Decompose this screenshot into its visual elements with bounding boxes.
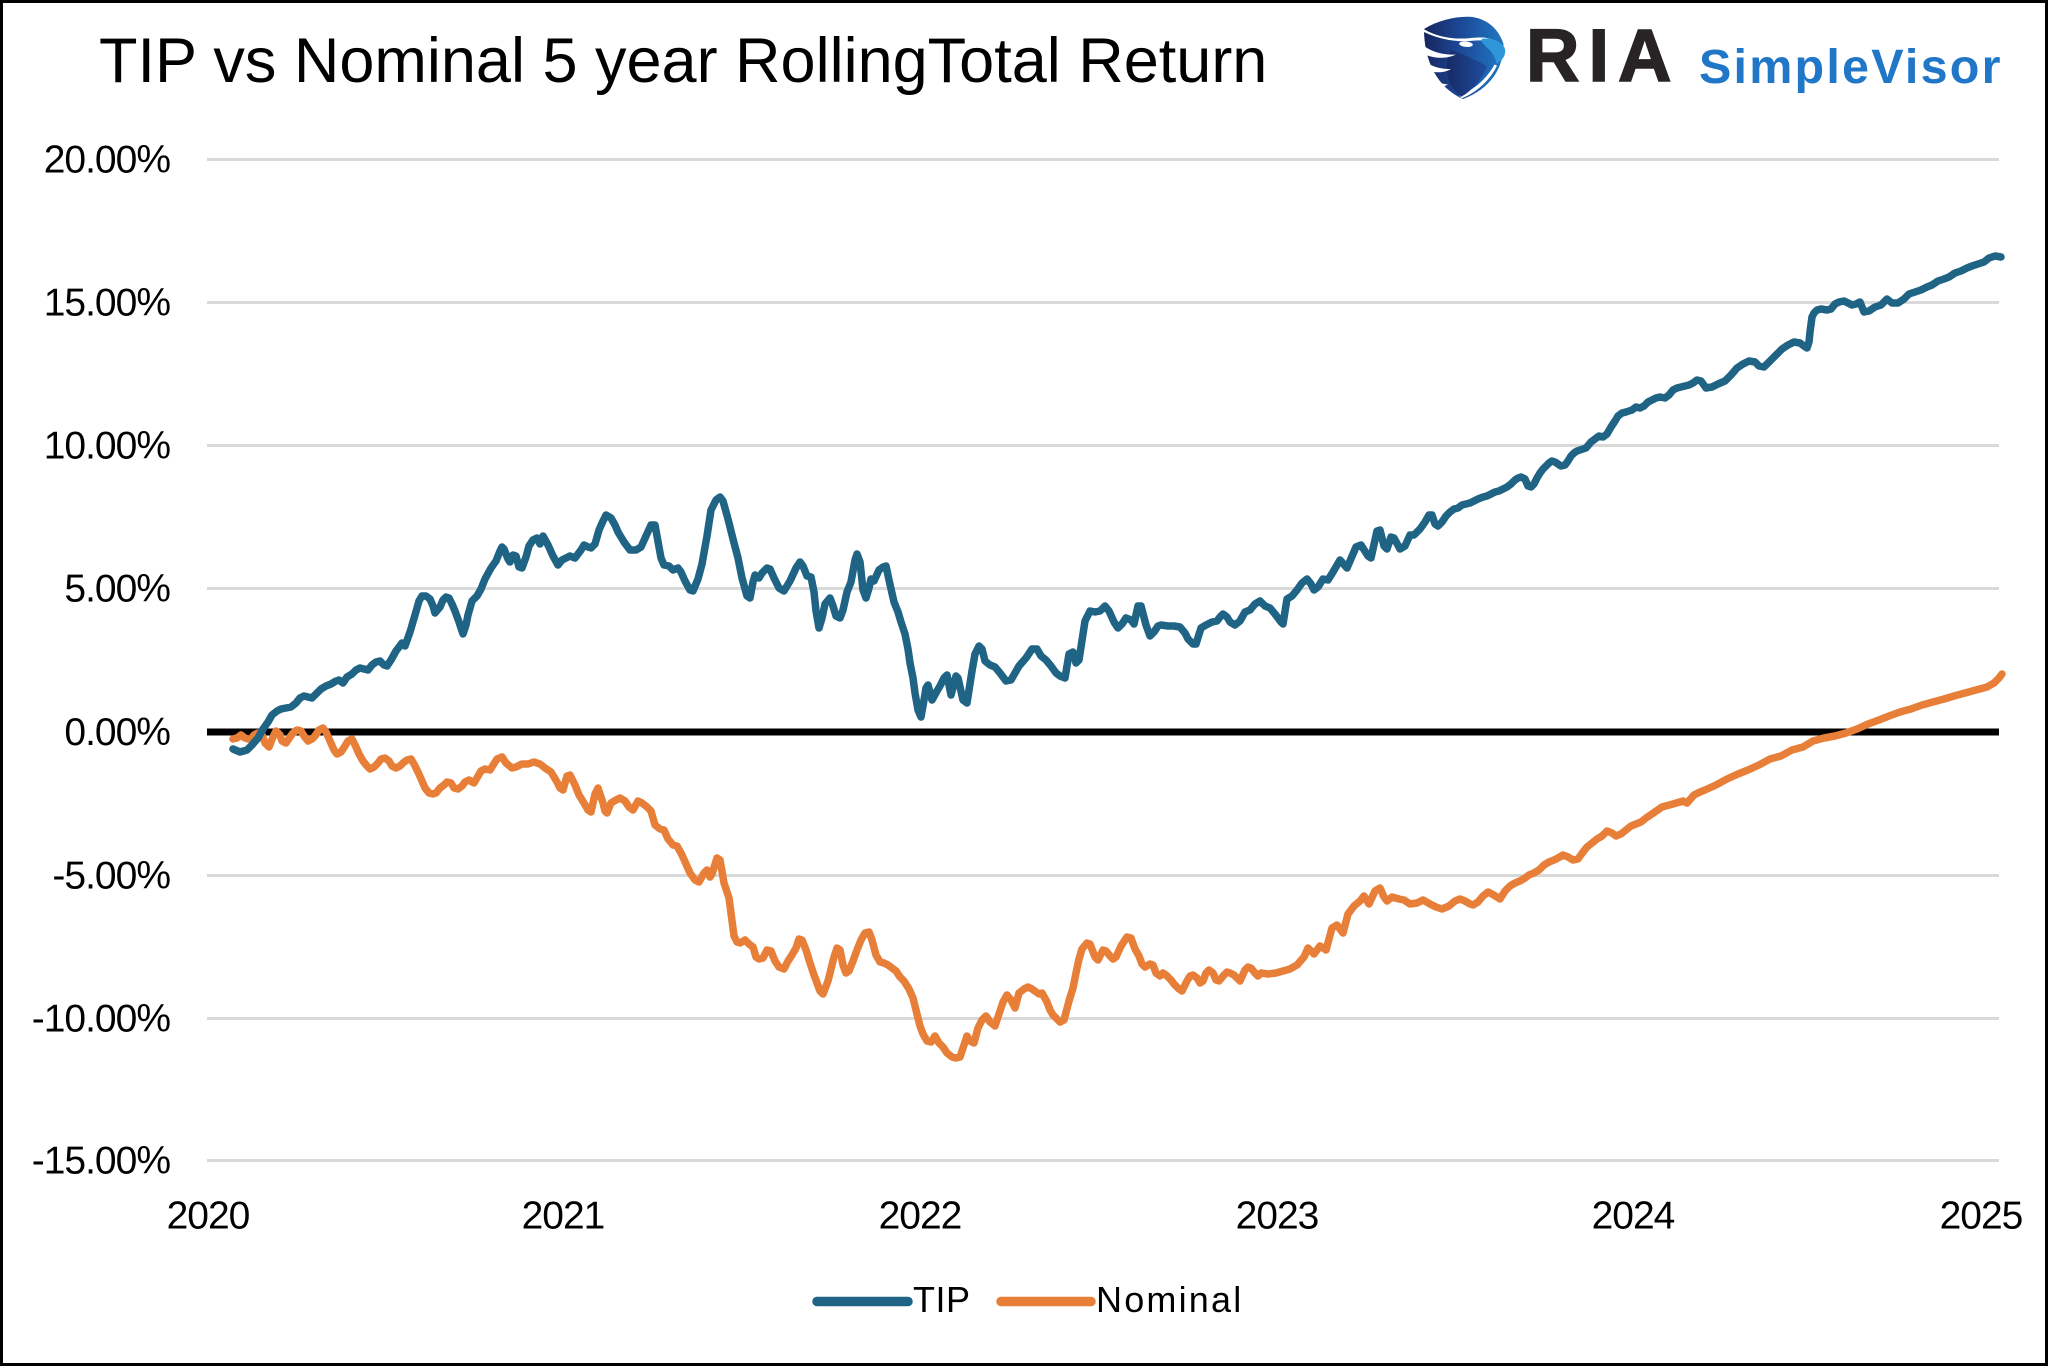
svg-text:SimpleVisor: SimpleVisor: [1699, 40, 2003, 94]
svg-text:2023: 2023: [1236, 1195, 1319, 1238]
svg-text:-10.00%: -10.00%: [32, 998, 171, 1041]
svg-text:2021: 2021: [522, 1195, 605, 1238]
svg-text:-5.00%: -5.00%: [52, 855, 170, 898]
svg-text:20.00%: 20.00%: [44, 139, 171, 182]
svg-text:Nominal: Nominal: [1096, 1279, 1243, 1320]
svg-text:RIA: RIA: [1526, 14, 1680, 97]
svg-text:2024: 2024: [1592, 1195, 1675, 1238]
svg-text:TIP vs Nominal 5 year RollingT: TIP vs Nominal 5 year RollingTotal Retur…: [99, 26, 1267, 96]
svg-text:2022: 2022: [879, 1195, 962, 1238]
svg-text:2025: 2025: [1940, 1195, 2023, 1238]
svg-text:2020: 2020: [167, 1195, 250, 1238]
svg-text:-15.00%: -15.00%: [32, 1140, 171, 1183]
svg-text:15.00%: 15.00%: [44, 282, 171, 325]
svg-text:10.00%: 10.00%: [44, 425, 171, 468]
svg-text:5.00%: 5.00%: [64, 568, 170, 611]
svg-text:TIP: TIP: [913, 1279, 971, 1320]
svg-text:0.00%: 0.00%: [64, 711, 170, 754]
